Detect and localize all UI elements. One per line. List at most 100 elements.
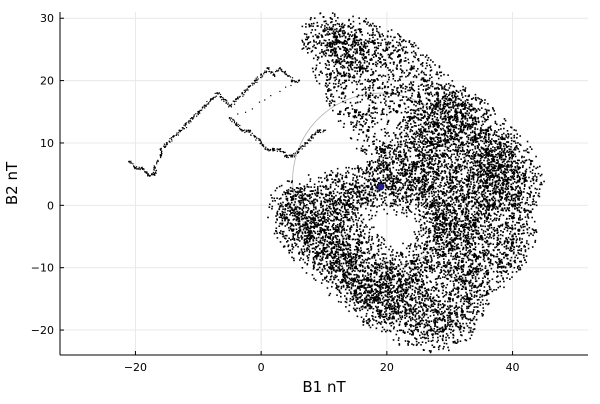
cloud-point: [315, 34, 317, 36]
cloud-point: [517, 142, 519, 144]
cloud-point: [287, 221, 289, 223]
cloud-point: [326, 47, 328, 49]
cloud-point: [403, 213, 405, 215]
cloud-point: [419, 286, 421, 288]
cloud-point: [302, 26, 304, 28]
cloud-point: [520, 269, 522, 271]
cloud-point: [390, 305, 392, 307]
cloud-point: [500, 271, 502, 273]
cloud-point: [326, 280, 328, 282]
trace-point: [277, 151, 278, 152]
trace-point: [260, 77, 261, 78]
cloud-point: [399, 76, 401, 78]
trace-point: [292, 77, 293, 78]
cloud-point: [318, 177, 320, 179]
cloud-point: [396, 295, 398, 297]
cloud-point: [328, 39, 330, 41]
data-point: [160, 148, 162, 150]
cloud-point: [357, 167, 359, 169]
cloud-point: [522, 165, 524, 167]
cloud-point: [388, 317, 390, 319]
cloud-point: [466, 323, 468, 325]
data-point: [178, 129, 180, 131]
cloud-point: [377, 52, 379, 54]
cloud-point: [325, 196, 327, 198]
cloud-point: [515, 188, 517, 190]
cloud-point: [324, 27, 326, 29]
cloud-point: [471, 334, 473, 336]
cloud-point: [316, 258, 318, 260]
cloud-point: [437, 337, 439, 339]
cloud-point: [415, 52, 417, 54]
cloud-point: [355, 295, 357, 297]
cloud-point: [510, 260, 512, 262]
cloud-point: [437, 232, 439, 234]
cloud-point: [427, 277, 429, 279]
trace-point: [139, 168, 140, 169]
cloud-point: [295, 224, 297, 226]
cloud-point: [385, 178, 387, 180]
cloud-point: [425, 213, 427, 215]
cloud-point: [476, 311, 478, 313]
cloud-point: [376, 206, 378, 208]
cloud-point: [483, 295, 485, 297]
cloud-point: [359, 270, 361, 272]
cloud-point: [290, 203, 292, 205]
cloud-point: [398, 337, 400, 339]
trace-point: [268, 150, 269, 151]
cloud-point: [524, 226, 526, 228]
cloud-point: [443, 251, 445, 253]
cloud-point: [276, 219, 278, 221]
cloud-point: [419, 97, 421, 99]
trace-point: [281, 151, 282, 152]
cloud-point: [525, 249, 527, 251]
cloud-point: [450, 329, 452, 331]
cloud-point: [534, 204, 536, 206]
cloud-point: [469, 338, 471, 340]
cloud-point: [447, 203, 449, 205]
trace-point: [161, 151, 162, 152]
cloud-point: [363, 286, 365, 288]
cloud-point: [287, 180, 289, 182]
cloud-point: [337, 289, 339, 291]
trace-point: [266, 72, 267, 73]
data-point: [266, 148, 268, 150]
cloud-point: [352, 189, 354, 191]
cloud-point: [414, 213, 416, 215]
cloud-point: [432, 253, 434, 255]
trace-point: [320, 132, 321, 133]
cloud-point: [518, 206, 520, 208]
cloud-point: [448, 337, 450, 339]
cloud-point: [422, 79, 424, 81]
cloud-point: [313, 40, 315, 42]
cloud-point: [428, 192, 430, 194]
cloud-point: [385, 322, 387, 324]
cloud-point: [288, 252, 290, 254]
cloud-point: [430, 59, 432, 61]
cloud-point: [514, 233, 516, 235]
cloud-point: [348, 20, 350, 22]
cloud-point: [343, 30, 345, 32]
cloud-point: [355, 239, 357, 241]
cloud-point: [528, 204, 530, 206]
cloud-point: [402, 297, 404, 299]
cloud-point: [337, 23, 339, 25]
cloud-point: [282, 213, 284, 215]
cloud-point: [433, 265, 435, 267]
cloud-point: [422, 341, 424, 343]
cloud-point: [409, 203, 411, 205]
cloud-point: [303, 43, 305, 45]
cloud-point: [394, 296, 396, 298]
trace-point: [265, 149, 266, 150]
cloud-point: [405, 197, 407, 199]
cloud-point: [369, 25, 371, 27]
cloud-point: [430, 293, 432, 295]
cloud-point: [400, 36, 402, 38]
cloud-point: [353, 40, 355, 42]
cloud-point: [521, 264, 523, 266]
cloud-point: [325, 185, 327, 187]
cloud-point: [367, 204, 369, 206]
cloud-point: [416, 327, 418, 329]
cloud-point: [470, 132, 472, 134]
cloud-point: [532, 172, 534, 174]
